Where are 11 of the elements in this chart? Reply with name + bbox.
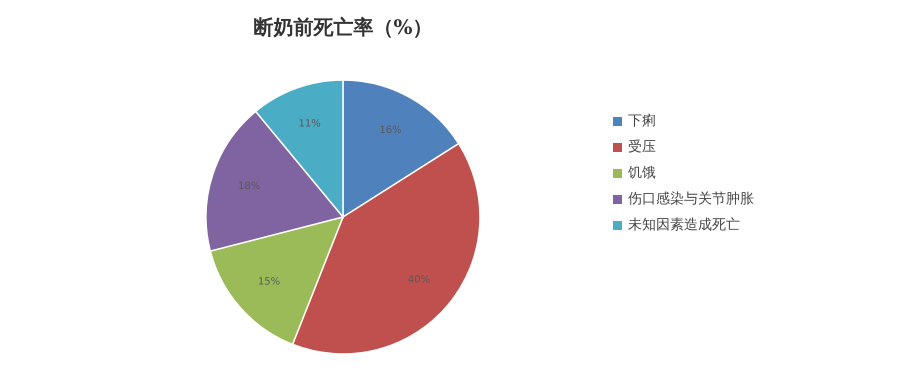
legend-label: 下痢 bbox=[628, 112, 656, 131]
data-label: 11% bbox=[298, 118, 321, 130]
legend-label: 受压 bbox=[628, 138, 656, 157]
data-label: 15% bbox=[258, 276, 280, 288]
data-label: 18% bbox=[238, 181, 260, 192]
data-label: 40% bbox=[408, 274, 430, 286]
chart-title: 断奶前死亡率（%） bbox=[252, 14, 434, 41]
legend-label: 饥饿 bbox=[628, 164, 656, 183]
legend-label: 未知因素造成死亡 bbox=[628, 216, 740, 235]
legend-label: 伤口感染与关节肿胀 bbox=[628, 190, 754, 209]
data-label: 16% bbox=[379, 125, 402, 136]
